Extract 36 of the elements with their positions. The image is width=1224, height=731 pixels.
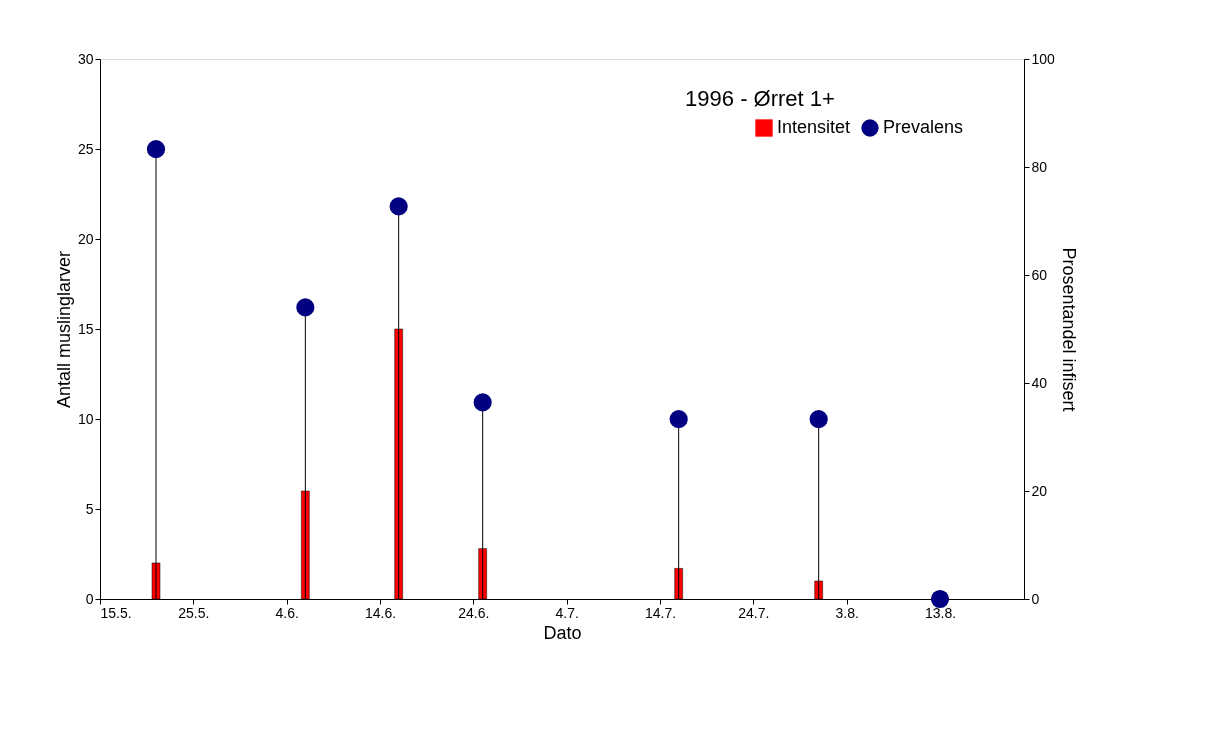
y-tick-label: 10 [77, 410, 94, 427]
y2-axis-title: Prosentandel infisert [1058, 247, 1079, 412]
x-tick-label: 24.7. [738, 604, 770, 621]
y-tick-label: 30 [77, 50, 94, 67]
legend-label: Prevalens [883, 117, 964, 137]
x-tick-label: 14.6. [364, 604, 397, 621]
y2-tick-label: 20 [1031, 482, 1048, 499]
x-tick-label: 13.8. [924, 604, 957, 621]
point [930, 589, 950, 609]
point [809, 410, 828, 429]
point [669, 410, 688, 429]
point [146, 140, 166, 159]
point [389, 197, 408, 216]
x-tick-label: 15.5. [100, 604, 132, 621]
y-tick-label: 5 [85, 500, 94, 517]
y-tick-label: 20 [77, 230, 94, 247]
y2-tick-label: 60 [1031, 266, 1048, 283]
x-tick-label: 24.6. [458, 604, 490, 621]
y2-tick-label: 80 [1031, 158, 1048, 175]
legend-label: Intensitet [777, 117, 851, 137]
y-axis-title: Antall muslinglarver [53, 250, 74, 409]
point [296, 298, 315, 317]
y-tick-label: 15 [77, 320, 94, 337]
y2-tick-label: 40 [1031, 374, 1048, 391]
y2-tick-label: 0 [1031, 590, 1040, 607]
y2-tick-label: 100 [1031, 50, 1056, 67]
x-tick-label: 4.7. [555, 604, 579, 621]
point [473, 393, 492, 412]
x-axis-title: Dato [543, 622, 582, 643]
y-tick-label: 0 [85, 590, 94, 607]
text: 1996 - Ørret 1+ [685, 86, 835, 111]
x-tick-label: 4.6. [275, 604, 299, 621]
x-tick-label: 3.8. [835, 604, 859, 621]
x-tick-label: 25.5. [178, 604, 210, 621]
x-tick-label: 14.7. [644, 604, 677, 621]
y-tick-label: 25 [77, 140, 94, 157]
